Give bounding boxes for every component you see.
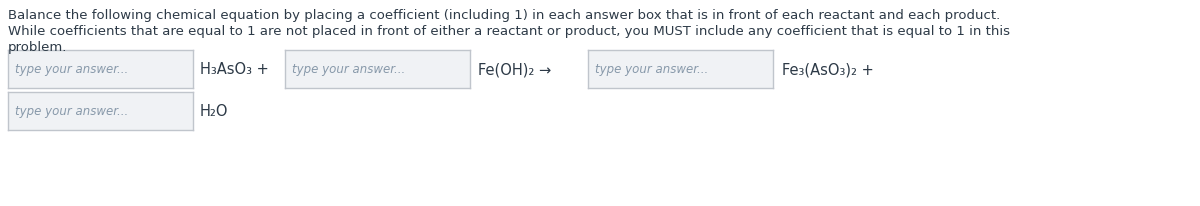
Text: Balance the following chemical equation by placing a coefficient (including 1) i: Balance the following chemical equation … bbox=[8, 9, 1001, 22]
Text: While coefficients that are equal to 1 are not placed in front of either a react: While coefficients that are equal to 1 a… bbox=[8, 25, 1010, 38]
Text: Fe₃(AsO₃)₂ +: Fe₃(AsO₃)₂ + bbox=[782, 62, 874, 77]
Text: Fe(OH)₂ →: Fe(OH)₂ → bbox=[478, 62, 551, 77]
Text: problem.: problem. bbox=[8, 41, 67, 54]
Text: type your answer...: type your answer... bbox=[293, 63, 406, 76]
Text: H₃AsO₃ +: H₃AsO₃ + bbox=[200, 62, 269, 77]
Text: H₂O: H₂O bbox=[200, 104, 228, 119]
Text: type your answer...: type your answer... bbox=[16, 105, 128, 118]
Text: type your answer...: type your answer... bbox=[595, 63, 709, 76]
Text: type your answer...: type your answer... bbox=[16, 63, 128, 76]
